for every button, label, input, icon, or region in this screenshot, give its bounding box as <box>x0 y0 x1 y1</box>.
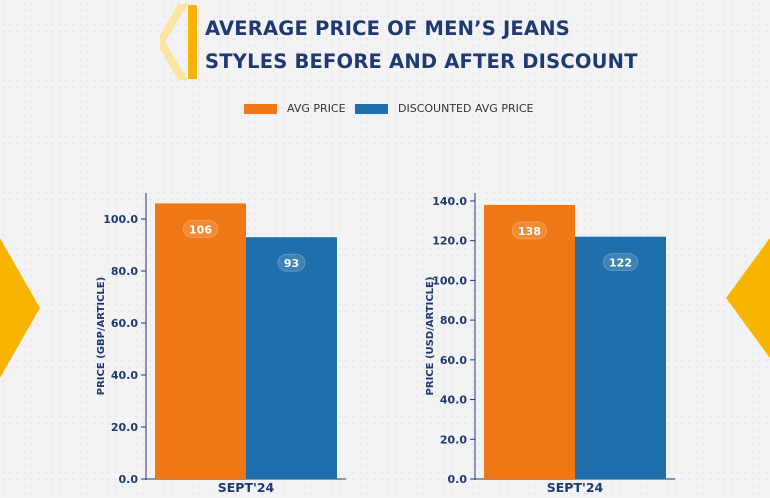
value-label-pill <box>511 221 548 240</box>
value-label-discounted-avg-price: 122 <box>609 257 632 270</box>
value-label-avg-price: 138 <box>518 225 541 238</box>
y-tick-label: 140.0 <box>432 195 467 208</box>
y-tick-label: 60.0 <box>111 317 138 330</box>
page-title: AVERAGE PRICE OF MEN’S JEANS STYLES BEFO… <box>205 12 638 78</box>
value-label-avg-price: 106 <box>189 223 212 236</box>
y-tick-label: 100.0 <box>103 213 138 226</box>
legend-label-avg-price: AVG PRICE <box>287 102 346 115</box>
title-accent-bar <box>188 5 197 79</box>
y-tick-label: 40.0 <box>111 369 138 382</box>
y-tick-label: 0.0 <box>448 473 468 486</box>
title-line-2: STYLES BEFORE AND AFTER DISCOUNT <box>205 50 638 73</box>
y-tick-label: 100.0 <box>432 274 467 287</box>
y-tick-label: 20.0 <box>440 433 467 446</box>
y-tick-label: 80.0 <box>440 314 467 327</box>
bar-avg-price <box>155 203 246 479</box>
value-label-discounted-avg-price: 93 <box>284 257 299 270</box>
left-chevron-decoration <box>0 238 40 378</box>
y-tick-label: 60.0 <box>440 354 467 367</box>
legend-swatch-avg-price <box>244 104 277 114</box>
y-axis-title: PRICE (GBP/ARTICLE) <box>96 277 107 395</box>
value-label-pill <box>277 253 306 272</box>
title-line-1: AVERAGE PRICE OF MEN’S JEANS <box>205 17 570 40</box>
legend-swatch-discounted-avg-price <box>355 104 388 114</box>
y-axis-title: PRICE (USD/ARTICLE) <box>425 277 436 396</box>
bar-discounted-avg-price <box>246 237 337 479</box>
value-label-pill <box>182 220 219 238</box>
y-tick-label: 20.0 <box>111 421 138 434</box>
x-category-label: SEPT'24 <box>547 480 604 495</box>
title-chevron-decoration <box>160 4 188 80</box>
y-tick-label: 120.0 <box>432 235 467 248</box>
right-chevron-decoration <box>726 238 770 358</box>
y-tick-label: 40.0 <box>440 394 467 407</box>
bar-discounted-avg-price <box>575 236 666 479</box>
y-tick-label: 80.0 <box>111 265 138 278</box>
y-tick-label: 0.0 <box>119 473 139 486</box>
x-category-label: SEPT'24 <box>218 480 275 495</box>
bar-avg-price <box>484 204 575 479</box>
legend-label-discounted-avg-price: DISCOUNTED AVG PRICE <box>398 102 534 115</box>
value-label-pill <box>602 253 639 271</box>
